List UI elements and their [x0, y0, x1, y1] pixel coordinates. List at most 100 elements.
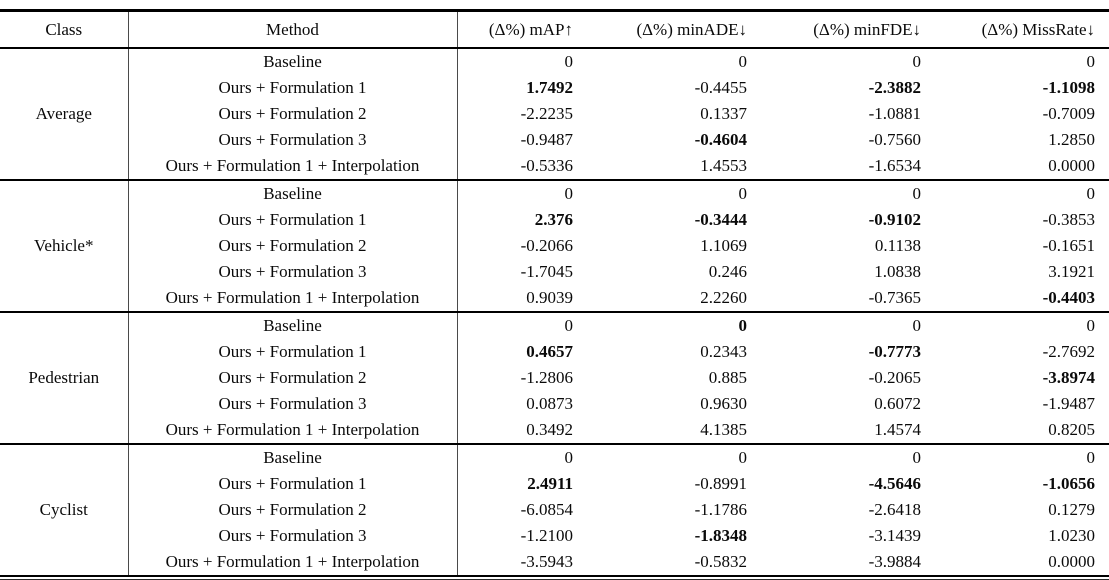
metric-cell: -2.6418 [868, 500, 921, 519]
metric-cell: 2.2260 [700, 288, 747, 307]
metric-cell: 1.7492 [526, 78, 573, 97]
method-cell: Ours + Formulation 1 [128, 75, 458, 101]
method-cell: Baseline [128, 48, 458, 75]
metric-cell: -0.5832 [694, 552, 747, 571]
table-row: Ours + Formulation 1 + Interpolation -0.… [0, 153, 1109, 180]
metric-cell: 0.0000 [1048, 156, 1095, 175]
metric-cell: -1.6534 [868, 156, 921, 175]
metric-cell: 0 [738, 184, 748, 203]
metric-cell: -0.4455 [694, 78, 747, 97]
method-cell: Ours + Formulation 3 [128, 259, 458, 285]
metric-cell: 0 [912, 52, 922, 71]
table-row: Ours + Formulation 1 2.4911 -0.8991 -4.5… [0, 471, 1109, 497]
metric-cell: -0.7560 [868, 130, 921, 149]
metric-cell: -0.5336 [520, 156, 573, 175]
table-row: Ours + Formulation 3 0.0873 0.9630 0.607… [0, 391, 1109, 417]
metric-cell: 0.4657 [526, 342, 573, 361]
metric-cell: -0.9487 [520, 130, 573, 149]
metric-cell: -3.9884 [868, 552, 921, 571]
metric-cell: 0 [912, 316, 922, 335]
metric-cell: 0.9039 [526, 288, 573, 307]
method-cell: Ours + Formulation 2 [128, 365, 458, 391]
class-cell: Average [0, 48, 129, 180]
metric-cell: -1.1786 [694, 500, 747, 519]
metric-cell: 0.8205 [1048, 420, 1095, 439]
metric-cell: 0.9630 [700, 394, 747, 413]
method-cell: Ours + Formulation 1 + Interpolation [128, 285, 458, 312]
column-header-map: (Δ%) mAP↑ [457, 10, 587, 49]
method-cell: Ours + Formulation 1 + Interpolation [128, 417, 458, 444]
metric-cell: 0.1279 [1048, 500, 1095, 519]
table-row: Ours + Formulation 2 -6.0854 -1.1786 -2.… [0, 497, 1109, 523]
metric-cell: 2.4911 [527, 474, 573, 493]
metric-cell: 0 [912, 184, 922, 203]
metric-cell: -1.0656 [1042, 474, 1095, 493]
class-cell: Vehicle* [0, 180, 129, 312]
table-row: Cyclist Baseline 0 0 0 0 [0, 444, 1109, 576]
column-header-minfde: (Δ%) minFDE↓ [761, 10, 935, 49]
metric-cell: -6.0854 [520, 500, 573, 519]
metric-cell: 1.4553 [700, 156, 747, 175]
group-pedestrian: Pedestrian Baseline 0 0 0 0 Ours + Formu… [0, 312, 1109, 444]
metric-cell: 0 [738, 52, 748, 71]
metric-cell: -1.9487 [1042, 394, 1095, 413]
table-row: Ours + Formulation 1 2.376 -0.3444 -0.91… [0, 207, 1109, 233]
metric-cell: -0.7009 [1042, 104, 1095, 123]
metric-cell: 0.0000 [1048, 552, 1095, 571]
table-row: Ours + Formulation 2 -2.2235 0.1337 -1.0… [0, 101, 1109, 127]
metric-cell: -2.2235 [520, 104, 573, 123]
method-cell: Ours + Formulation 1 [128, 471, 458, 497]
metric-cell: -0.3853 [1042, 210, 1095, 229]
table-row: Ours + Formulation 2 -0.2066 1.1069 0.11… [0, 233, 1109, 259]
metric-cell: 0.885 [708, 368, 747, 387]
table-header: Class Method (Δ%) mAP↑ (Δ%) minADE↓ (Δ%)… [0, 10, 1109, 49]
method-cell: Ours + Formulation 2 [128, 497, 458, 523]
metric-cell: 2.376 [534, 210, 573, 229]
method-cell: Ours + Formulation 2 [128, 101, 458, 127]
metric-cell: 1.0230 [1048, 526, 1095, 545]
metric-cell: -0.8991 [694, 474, 747, 493]
metric-cell: -2.7692 [1042, 342, 1095, 361]
metric-cell: -3.5943 [520, 552, 573, 571]
metric-cell: 0 [564, 184, 574, 203]
metric-cell: 0 [1086, 448, 1096, 467]
metric-cell: 1.1069 [700, 236, 747, 255]
header-row: Class Method (Δ%) mAP↑ (Δ%) minADE↓ (Δ%)… [0, 10, 1109, 49]
metric-cell: 0 [564, 316, 574, 335]
metric-cell: -0.7365 [868, 288, 921, 307]
table-row: Pedestrian Baseline 0 0 0 0 [0, 312, 1109, 444]
method-cell: Baseline [128, 312, 458, 339]
metric-cell: -1.2806 [520, 368, 573, 387]
metric-cell: 0.1337 [700, 104, 747, 123]
metric-cell: 3.1921 [1048, 262, 1095, 281]
method-cell: Ours + Formulation 2 [128, 233, 458, 259]
metric-cell: -1.7045 [520, 262, 573, 281]
metric-cell: 0.1138 [874, 236, 921, 255]
metric-cell: -0.3444 [694, 210, 747, 229]
metric-cell: 0 [1086, 316, 1096, 335]
metric-cell: -0.4403 [1042, 288, 1095, 307]
metric-cell: -4.5646 [868, 474, 921, 493]
method-cell: Baseline [128, 444, 458, 471]
metric-cell: 0.0873 [526, 394, 573, 413]
metric-cell: 0.246 [708, 262, 747, 281]
metric-cell: 1.0838 [874, 262, 921, 281]
metric-cell: -2.3882 [868, 78, 921, 97]
metric-cell: 0 [1086, 184, 1096, 203]
metric-cell: 1.4574 [874, 420, 921, 439]
metric-cell: 0 [564, 52, 574, 71]
group-cyclist: Cyclist Baseline 0 0 0 0 Ours + Formulat… [0, 444, 1109, 576]
metric-cell: 0 [564, 448, 574, 467]
table-row: Ours + Formulation 1 0.4657 0.2343 -0.77… [0, 339, 1109, 365]
metric-cell: -1.1098 [1042, 78, 1095, 97]
metric-cell: 1.2850 [1048, 130, 1095, 149]
metric-cell: -1.0881 [868, 104, 921, 123]
metric-cell: 4.1385 [700, 420, 747, 439]
metric-cell: -3.8974 [1042, 368, 1095, 387]
table-row: Ours + Formulation 1 + Interpolation 0.9… [0, 285, 1109, 312]
table-row: Ours + Formulation 2 -1.2806 0.885 -0.20… [0, 365, 1109, 391]
metric-cell: -0.4604 [694, 130, 747, 149]
metric-cell: 0 [912, 448, 922, 467]
method-cell: Baseline [128, 180, 458, 207]
table-row: Ours + Formulation 3 -0.9487 -0.4604 -0.… [0, 127, 1109, 153]
